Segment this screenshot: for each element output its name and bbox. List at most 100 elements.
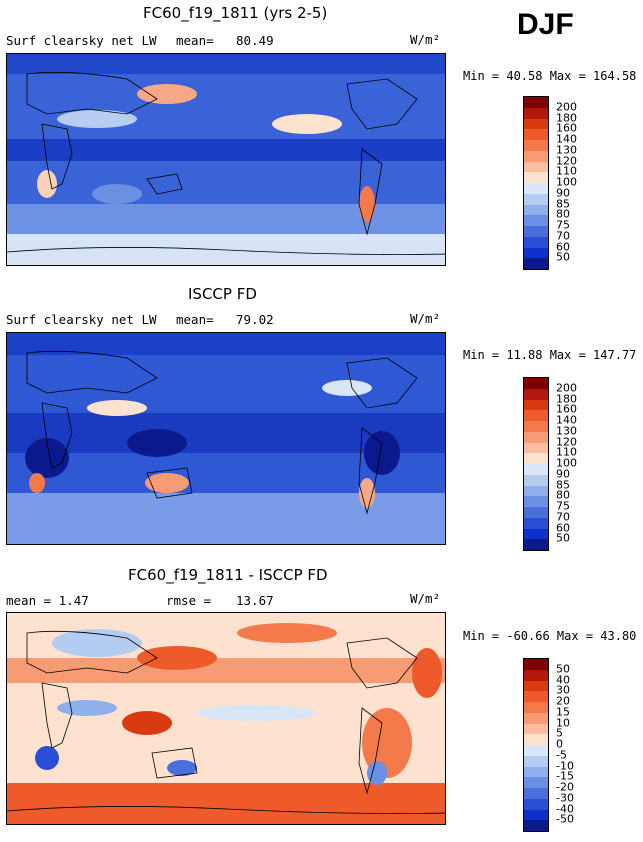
colorbar-cell [524, 809, 548, 821]
panel1-colorbar [523, 96, 549, 270]
colorbar-cell [524, 539, 548, 550]
panel2-title: ISCCP FD [188, 285, 257, 303]
panel2-mean-value: 79.02 [236, 312, 274, 327]
colorbar-tick: 80 [556, 207, 570, 221]
colorbar-cell [524, 150, 548, 162]
colorbar-cell [524, 431, 548, 443]
panel1-minmax: Min = 40.58 Max = 164.58 [463, 69, 637, 83]
colorbar-tick: 75 [556, 499, 570, 513]
colorbar-tick: 100 [556, 456, 577, 470]
colorbar-cell [524, 399, 548, 411]
colorbar-cell [524, 798, 548, 810]
colorbar-tick: 110 [556, 445, 577, 459]
panel2-minmax: Min = 11.88 Max = 147.77 [463, 348, 637, 362]
colorbar-cell [524, 410, 548, 421]
panel2-mean-label: mean= [176, 312, 214, 327]
panel2-variable-label: Surf clearsky net LW [6, 312, 157, 327]
panel1-map [6, 53, 446, 266]
colorbar-cell [524, 723, 548, 735]
colorbar-cell [524, 140, 548, 151]
colorbar-cell [524, 507, 548, 518]
colorbar-tick: 120 [556, 435, 577, 448]
colorbar-cell [524, 659, 548, 670]
colorbar-tick: 90 [556, 186, 570, 200]
colorbar-tick: 75 [556, 218, 570, 232]
colorbar-cell [524, 691, 548, 702]
colorbar-tick: -5 [556, 748, 567, 762]
colorbar-cell [524, 517, 548, 529]
colorbar-cell [524, 745, 548, 756]
colorbar-tick: 130 [556, 424, 577, 438]
panel3-units: W/m² [410, 591, 441, 606]
colorbar-cell [524, 172, 548, 183]
colorbar-cell [524, 258, 548, 269]
colorbar-cell [524, 226, 548, 237]
colorbar-cell [524, 97, 548, 108]
colorbar-tick: -15 [556, 769, 574, 783]
colorbar-tick: 10 [556, 716, 570, 729]
colorbar-tick: 180 [556, 392, 577, 405]
colorbar-cell [524, 766, 548, 778]
panel3-colorbar-ticks: 50 40 30 20 15 10 5 0 -5 -10 -15 -20 -30… [556, 658, 596, 832]
colorbar-tick: 160 [556, 121, 577, 135]
colorbar-tick: 50 [556, 531, 570, 545]
colorbar-tick: 100 [556, 175, 577, 189]
panel2-colorbar [523, 377, 549, 551]
panel3-title: FC60_f19_1811 - ISCCP FD [128, 566, 328, 584]
colorbar-cell [524, 161, 548, 173]
panel3-rmse-label: rmse = [166, 593, 212, 608]
colorbar-tick: 200 [556, 381, 577, 395]
colorbar-cell [524, 464, 548, 475]
colorbar-cell [524, 107, 548, 119]
colorbar-tick: -30 [556, 791, 574, 805]
colorbar-cell [524, 712, 548, 724]
colorbar-cell [524, 777, 548, 788]
panel1-variable-label: Surf clearsky net LW [6, 33, 157, 48]
panel1-mean-value: 80.49 [236, 33, 274, 48]
colorbar-tick: 130 [556, 143, 577, 157]
colorbar-cell [524, 474, 548, 486]
panel3-map [6, 612, 446, 825]
colorbar-cell [524, 496, 548, 507]
colorbar-cell [524, 378, 548, 389]
colorbar-tick: 90 [556, 467, 570, 481]
colorbar-tick: 0 [556, 737, 563, 751]
colorbar-tick: 120 [556, 154, 577, 167]
colorbar-cell [524, 215, 548, 226]
colorbar-tick: -40 [556, 802, 574, 815]
colorbar-tick: 85 [556, 478, 570, 491]
panel3-colorbar [523, 658, 549, 832]
colorbar-cell [524, 236, 548, 248]
colorbar-tick: -50 [556, 812, 574, 826]
colorbar-tick: 70 [556, 229, 570, 243]
colorbar-cell [524, 820, 548, 831]
colorbar-tick: 20 [556, 694, 570, 708]
colorbar-tick: 110 [556, 164, 577, 178]
colorbar-tick: 40 [556, 673, 570, 686]
panel1-units: W/m² [410, 32, 441, 47]
colorbar-cell [524, 755, 548, 767]
colorbar-cell [524, 247, 548, 259]
colorbar-cell [524, 734, 548, 745]
colorbar-tick: 50 [556, 662, 570, 676]
colorbar-tick: 60 [556, 240, 570, 253]
colorbar-cell [524, 388, 548, 400]
colorbar-cell [524, 129, 548, 140]
colorbar-cell [524, 183, 548, 194]
colorbar-cell [524, 702, 548, 713]
colorbar-cell [524, 453, 548, 464]
colorbar-tick: 200 [556, 100, 577, 114]
colorbar-cell [524, 442, 548, 454]
colorbar-tick: -10 [556, 759, 574, 772]
colorbar-cell [524, 421, 548, 432]
colorbar-cell [524, 788, 548, 799]
season-label: DJF [517, 8, 574, 41]
colorbar-tick: 80 [556, 488, 570, 502]
panel2-colorbar-ticks: 200 180 160 140 130 120 110 100 90 85 80… [556, 377, 596, 551]
colorbar-tick: -20 [556, 780, 574, 794]
colorbar-tick: 160 [556, 402, 577, 416]
panel1-title: FC60_f19_1811 (yrs 2-5) [143, 4, 328, 22]
colorbar-cell [524, 485, 548, 497]
panel2-units: W/m² [410, 311, 441, 326]
colorbar-tick: 140 [556, 132, 577, 146]
